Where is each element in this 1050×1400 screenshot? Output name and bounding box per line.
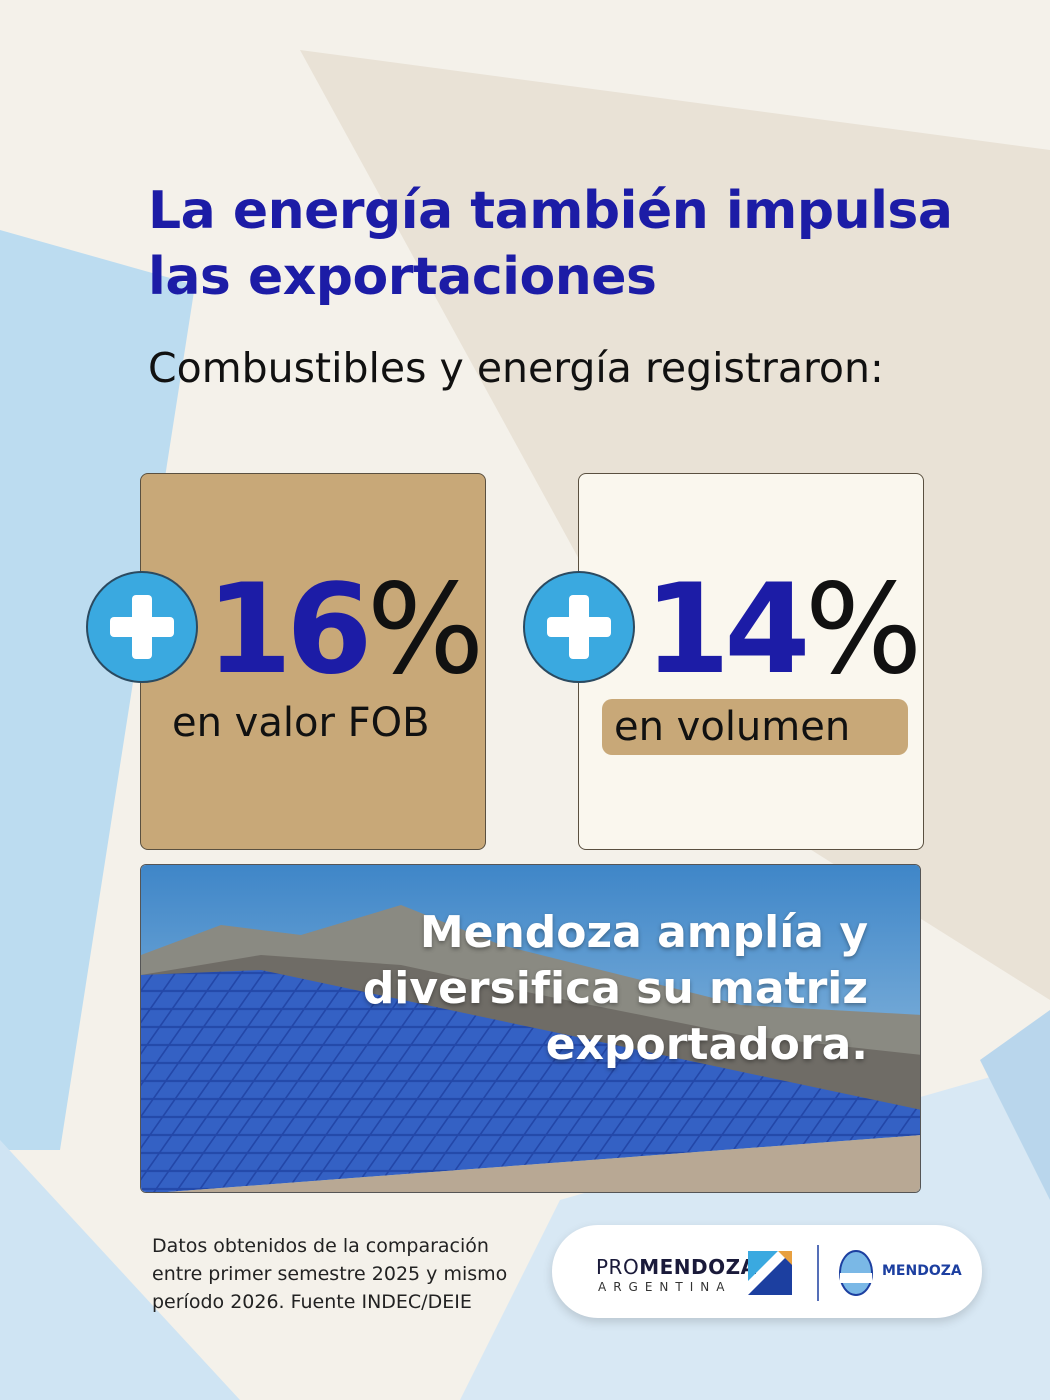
stat-card bbox=[140, 473, 486, 850]
number: 16 bbox=[206, 558, 373, 702]
stat-number: 14% bbox=[644, 558, 923, 702]
logo-pill: PROMENDOZA ARGENTINA MENDOZA bbox=[552, 1225, 982, 1318]
title: La energía también impulsa las exportaci… bbox=[148, 181, 953, 307]
stat-number: 16% bbox=[206, 558, 485, 702]
solar-image bbox=[141, 865, 920, 1192]
stat-label: en valor FOB bbox=[172, 700, 430, 746]
stat-card bbox=[578, 473, 924, 850]
logo-mark bbox=[748, 1251, 792, 1295]
logo-province: MENDOZA bbox=[882, 1263, 962, 1279]
number: 14 bbox=[644, 558, 811, 702]
plus-icon bbox=[523, 571, 635, 683]
subtitle: Combustibles y energía registraron: bbox=[148, 344, 884, 392]
banner-text: Mendoza amplía y diversifica su matriz e… bbox=[362, 907, 868, 1070]
logo-text: PROMENDOZA bbox=[596, 1255, 757, 1279]
plus-icon bbox=[86, 571, 198, 683]
logo-mendoza: MENDOZA bbox=[639, 1255, 757, 1279]
logo-pro: PRO bbox=[596, 1255, 640, 1279]
stat-label: en volumen bbox=[602, 699, 908, 755]
footnote: Datos obtenidos de la comparación entre … bbox=[152, 1235, 508, 1313]
logo-divider-crest bbox=[817, 1245, 873, 1301]
banner: Mendoza amplía y diversifica su matriz e… bbox=[140, 864, 921, 1193]
unit: % bbox=[804, 558, 923, 702]
unit: % bbox=[366, 558, 485, 702]
logo-country: ARGENTINA bbox=[598, 1280, 732, 1294]
